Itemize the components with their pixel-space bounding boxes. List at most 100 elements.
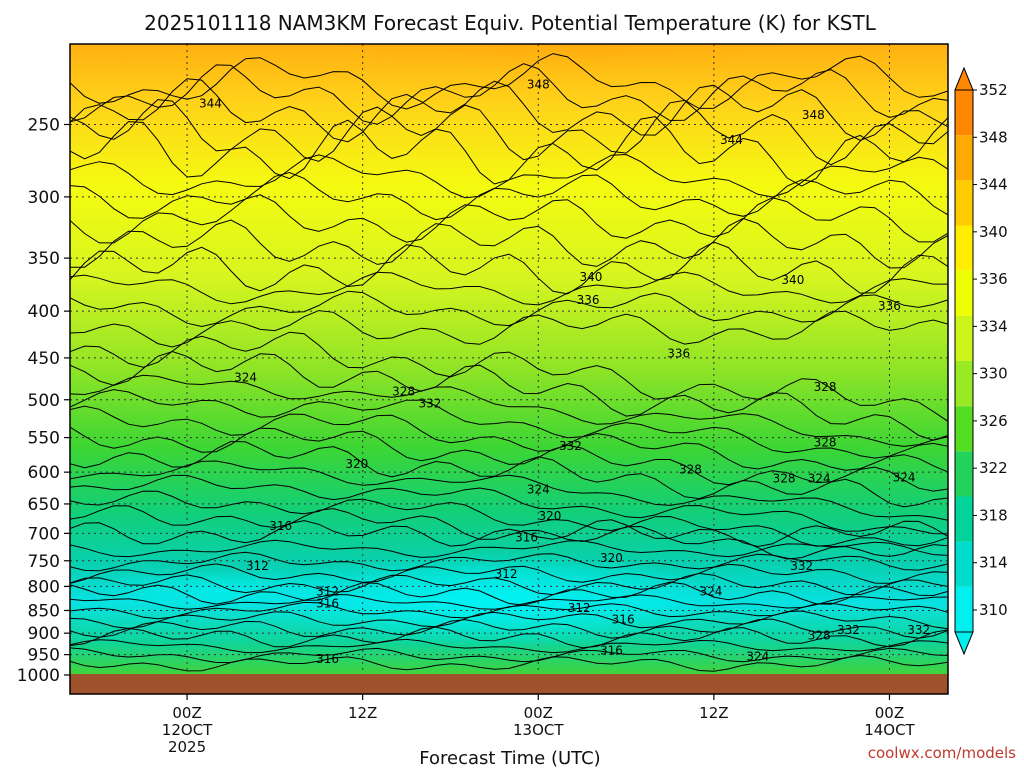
contour-label: 324: [527, 483, 550, 497]
y-tick-label: 300: [28, 188, 60, 208]
contour-line: [70, 217, 948, 269]
contour-line: [70, 539, 948, 558]
y-tick-label: 250: [28, 116, 60, 136]
colorbar-tick-label: 326: [979, 412, 1008, 430]
contour-label: 312: [568, 601, 591, 615]
contour-label: 324: [699, 584, 722, 598]
x-tick-label: 12Z: [348, 704, 377, 722]
contour-line: [70, 63, 948, 125]
contour-line: [70, 572, 948, 596]
contour-label: 332: [907, 623, 930, 637]
colorbar-segment: [955, 225, 973, 271]
colorbar: 310 314 318 322 326 330 334 336 340 344 348 352: [954, 66, 1008, 656]
contour-line: [70, 171, 948, 221]
chart-title: 2025101118 NAM3KM Forecast Equiv. Potent…: [144, 11, 876, 35]
y-tick-label: 850: [28, 601, 60, 621]
y-tick-label: 600: [28, 463, 60, 483]
x-tick-label: 00Z: [524, 704, 553, 722]
plot-frame: [69, 43, 949, 695]
contour-label: 340: [579, 270, 602, 284]
contour-line: [70, 654, 948, 672]
contour-line: [70, 331, 948, 422]
contour-line: [70, 374, 948, 447]
ground-below-surface: [70, 674, 948, 694]
contour-line: [70, 474, 948, 535]
contour-label: 316: [316, 596, 339, 610]
x-tick-label: 14OCT: [864, 721, 915, 739]
y-tick-label: 350: [28, 249, 60, 269]
colorbar-segment: [955, 315, 973, 361]
colorbar-tick-label: 334: [979, 317, 1008, 335]
colorbar-tick-label: 352: [979, 81, 1008, 99]
contour-line: [70, 389, 948, 459]
contour-line: [70, 519, 948, 548]
field-cyan-pool: [230, 552, 710, 648]
y-tick-label: 700: [28, 524, 60, 544]
colorbar-segment: [955, 406, 973, 452]
grid: [70, 44, 948, 694]
colorbar-segment: [955, 90, 973, 136]
y-axis: 250 300 350 400 450 500 550 600 650 700 750 800 850 9…: [17, 116, 70, 686]
contour-line: [70, 153, 948, 199]
contour-label: 324: [234, 371, 257, 385]
colorbar-tick-label: 344: [979, 176, 1008, 194]
colorbar-tick-label: 340: [979, 223, 1008, 241]
colorbar-segment: [955, 270, 973, 316]
contour-label: 344: [720, 133, 743, 147]
y-tick-label: 450: [28, 349, 60, 369]
contour-label: 316: [269, 519, 292, 533]
contour-label: 328: [808, 628, 831, 642]
contour-line: [70, 638, 948, 654]
colorbar-segment: [955, 361, 973, 407]
contour-label: 328: [392, 385, 415, 399]
contour-line: [70, 194, 948, 244]
contour-label: 336: [878, 299, 901, 313]
x-tick-label: 00Z: [875, 704, 904, 722]
contour-label: 332: [837, 623, 860, 637]
contour-label: 316: [612, 613, 635, 627]
contour-line: [70, 490, 948, 547]
contour-label: 320: [539, 509, 562, 523]
colorbar-segment: [955, 135, 973, 181]
x-tick-label: 12OCT: [162, 721, 213, 739]
contour-label: 324: [746, 650, 769, 664]
contour-label: 336: [667, 346, 690, 360]
colorbar-segment: [955, 541, 973, 587]
colorbar-segment: [955, 180, 973, 226]
y-tick-label: 550: [28, 429, 60, 449]
contour-label: 348: [527, 77, 550, 91]
contour-label: 332: [419, 397, 442, 411]
contour-label: 348: [802, 108, 825, 122]
contour-label: 316: [600, 643, 623, 657]
contour-line: [70, 460, 948, 521]
contour-label: 320: [600, 551, 623, 565]
contour-label: 328: [814, 436, 837, 450]
x-axis-label: Forecast Time (UTC): [419, 748, 600, 768]
colorbar-bottom-arrow: [954, 631, 974, 656]
colorbar-tick-label: 318: [979, 506, 1008, 524]
contour-label: 324: [808, 472, 831, 486]
contour-line: [70, 505, 948, 560]
contour-line: [70, 581, 948, 606]
colorbar-tick-label: 310: [979, 601, 1008, 619]
credit-text: coolwx.com/models: [868, 744, 1016, 762]
field-cyan-pool-2: [70, 570, 350, 610]
contour-label: 328: [773, 472, 796, 486]
contour-label: 340: [781, 273, 804, 287]
contour-lines: [70, 53, 948, 672]
contour-line: [70, 440, 948, 508]
contour-line: [70, 405, 948, 473]
contour-label: 312: [495, 567, 518, 581]
colorbar-frame: [954, 89, 974, 633]
x-tick-label: 13OCT: [513, 721, 564, 739]
contour-label: 336: [577, 293, 600, 307]
contour-label: 320: [345, 457, 368, 471]
y-tick-label: 900: [28, 624, 60, 644]
colorbar-tick-label: 348: [979, 128, 1008, 146]
contour-line: [70, 563, 948, 584]
x-tick-label: 12Z: [699, 704, 728, 722]
colorbar-tick-label: 330: [979, 365, 1008, 383]
y-tick-label: 400: [28, 302, 60, 322]
